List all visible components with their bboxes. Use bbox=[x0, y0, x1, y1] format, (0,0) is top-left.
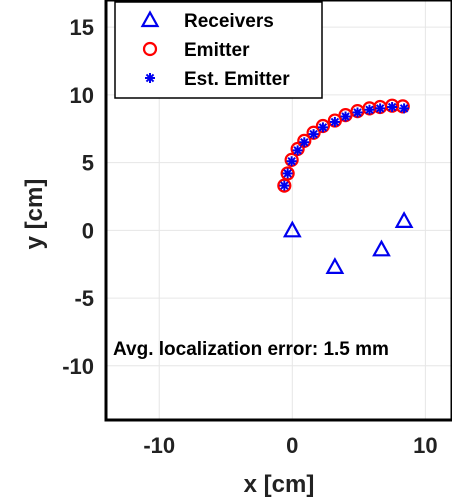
legend-label-est-emitter: Est. Emitter bbox=[184, 69, 290, 90]
data-marks bbox=[277, 98, 414, 275]
error-annotation: Avg. localization error: 1.5 mm bbox=[113, 339, 389, 360]
x-tick-label: 0 bbox=[286, 433, 298, 458]
y-tick-label: 5 bbox=[82, 151, 94, 176]
est-emitter-point bbox=[308, 129, 319, 140]
y-tick-label: 10 bbox=[70, 83, 94, 108]
y-tick-label: 15 bbox=[70, 15, 94, 40]
receivers-point bbox=[394, 211, 414, 228]
y-axis-label: y [cm] bbox=[21, 179, 48, 250]
y-tick-label: -10 bbox=[62, 354, 94, 379]
emitter-point bbox=[280, 166, 295, 181]
est-emitter-point bbox=[286, 156, 297, 167]
est-emitter-point bbox=[364, 104, 375, 115]
est-emitter-point bbox=[282, 168, 293, 179]
y-tick-label: 0 bbox=[82, 218, 94, 243]
tick-labels: -10 0 10 -10 -5 0 5 10 15 bbox=[62, 15, 437, 458]
est-emitter-point bbox=[279, 180, 290, 191]
est-emitter-point bbox=[299, 137, 310, 148]
est-emitter-point bbox=[399, 103, 410, 114]
legend-label-receivers: Receivers bbox=[184, 11, 274, 32]
y-tick-label: -5 bbox=[74, 286, 94, 311]
est-emitter-point bbox=[292, 145, 303, 156]
est-emitter-point bbox=[329, 116, 340, 127]
x-tick-label: 10 bbox=[413, 433, 437, 458]
est-emitter-point bbox=[387, 102, 398, 113]
est-emitter-point bbox=[352, 107, 363, 118]
receivers-point bbox=[372, 239, 391, 257]
x-tick-label: -10 bbox=[143, 433, 175, 458]
legend-marker-est-emitter bbox=[145, 73, 155, 83]
x-axis-label: x [cm] bbox=[244, 471, 315, 498]
legend-marker-receivers bbox=[140, 10, 160, 28]
receivers-point bbox=[325, 257, 345, 275]
est-emitter-point bbox=[340, 111, 351, 122]
receivers-point bbox=[282, 220, 302, 238]
legend: Receivers Emitter Est. Emitter bbox=[114, 1, 323, 99]
legend-marker-emitter bbox=[142, 41, 158, 57]
est-emitter-point bbox=[317, 122, 328, 133]
axes-frame bbox=[104, 0, 452, 422]
legend-label-emitter: Emitter bbox=[184, 40, 250, 61]
est-emitter-point bbox=[375, 103, 386, 114]
